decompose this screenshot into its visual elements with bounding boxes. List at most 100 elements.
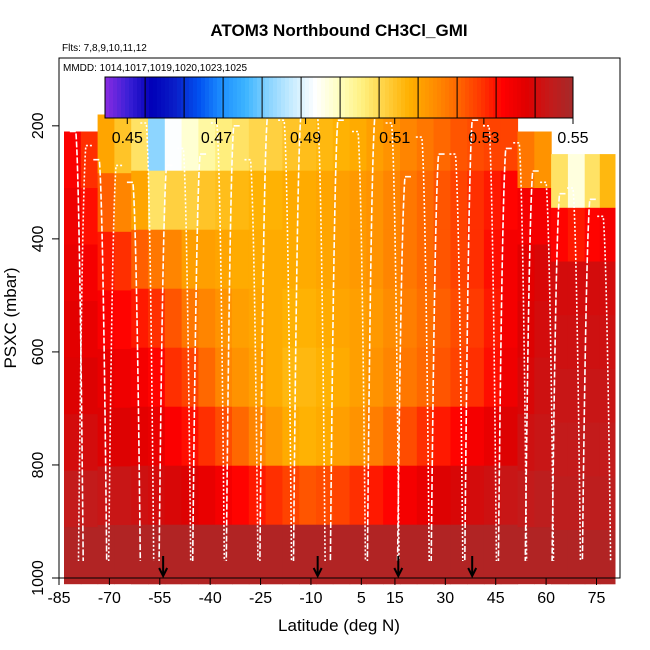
colorbar-swatch xyxy=(329,77,334,118)
flight-profile xyxy=(352,130,367,562)
heatmap-cell xyxy=(534,131,552,189)
colorbar-swatch xyxy=(161,77,166,118)
flight-profile xyxy=(191,153,207,562)
heatmap-cell xyxy=(383,229,401,290)
heatmap-cell xyxy=(299,288,317,349)
x-tick-label: 5 xyxy=(357,590,366,607)
flight-profile xyxy=(540,181,555,562)
heatmap-cell xyxy=(232,170,250,231)
heatmap-cell xyxy=(349,229,367,290)
heatmap-cell xyxy=(534,414,552,472)
heatmap-cell xyxy=(114,525,132,585)
heatmap-cell xyxy=(349,406,367,467)
heatmap-cell xyxy=(332,229,351,290)
colorbar-swatch xyxy=(421,77,426,118)
flight-profile xyxy=(385,122,400,562)
heatmap-cell xyxy=(400,347,418,408)
colorbar-swatch xyxy=(201,77,206,118)
heatmap-cell xyxy=(248,170,267,231)
colorbar-swatch xyxy=(409,77,414,118)
heatmap-cell xyxy=(349,288,367,349)
colorbar-swatch xyxy=(529,77,534,118)
heatmap-cell xyxy=(366,170,384,231)
heatmap-cell xyxy=(450,288,468,349)
colorbar-swatch xyxy=(477,77,482,118)
heatmap-cell xyxy=(599,207,616,263)
heatmap-cell xyxy=(316,406,334,467)
flight-profile xyxy=(449,153,464,562)
colorbar-swatch xyxy=(333,77,338,118)
heatmap-cell xyxy=(215,465,233,526)
colorbar-swatch xyxy=(313,77,318,118)
colorbar-tick-label: 0.51 xyxy=(379,130,410,147)
heatmap-cell xyxy=(316,288,334,349)
heatmap-cell xyxy=(181,288,199,349)
chart-title: ATOM3 Northbound CH3Cl_GMI xyxy=(210,21,467,40)
heatmap-cell xyxy=(584,476,601,531)
heatmap-cell xyxy=(400,524,418,585)
heatmap-cell xyxy=(332,288,351,349)
heatmap-cell xyxy=(534,527,552,585)
heatmap-cell xyxy=(148,229,166,290)
heatmap-cell xyxy=(64,188,82,246)
dates-label: MMDD: 1014,1017,1019,1020,1023,1025 xyxy=(63,63,247,74)
heatmap-cell xyxy=(517,301,535,359)
colorbar-swatch xyxy=(385,77,390,118)
colorbar-swatch xyxy=(485,77,490,118)
heatmap-cell xyxy=(416,465,435,526)
heatmap-cell xyxy=(584,530,601,585)
colorbar-swatch xyxy=(153,77,158,118)
flight-profile xyxy=(415,136,430,562)
flight-profile xyxy=(430,153,445,562)
heatmap-cell xyxy=(599,261,616,316)
colorbar-swatch xyxy=(321,77,326,118)
heatmap-cell xyxy=(164,347,183,408)
colorbar-swatch xyxy=(537,77,542,118)
colorbar-swatch xyxy=(473,77,478,118)
flight-profile xyxy=(210,122,226,562)
heatmap-cell xyxy=(148,111,166,172)
heatmap-cell xyxy=(483,465,502,526)
heatmap-cell xyxy=(400,111,418,172)
colorbar-swatch xyxy=(417,77,422,118)
heatmap-cell xyxy=(299,229,317,290)
colorbar-swatch xyxy=(521,77,526,118)
heatmap-cell xyxy=(299,111,317,172)
heatmap-cell xyxy=(534,301,552,359)
y-tick-label: 200 xyxy=(30,112,47,139)
flight-profile xyxy=(225,125,240,562)
x-axis: -85 -70 -55 -40 -25 -10 5 15 30 45 60 75 xyxy=(47,577,614,607)
heatmap-cell xyxy=(131,406,149,467)
flight-profile xyxy=(567,187,582,562)
colorbar-swatch xyxy=(389,77,394,118)
heatmap-cell xyxy=(265,288,283,349)
heatmap-cell xyxy=(400,229,418,290)
colorbar-tick-label: 0.47 xyxy=(201,130,232,147)
heatmap-cell xyxy=(599,154,616,209)
colorbar-swatch xyxy=(561,77,566,118)
heatmap-cell xyxy=(299,347,317,408)
colorbar-swatch xyxy=(121,77,126,118)
heatmap-cell xyxy=(164,524,183,585)
heatmap-cell xyxy=(316,170,334,231)
colorbar-swatch xyxy=(569,77,574,118)
heatmap-cell xyxy=(299,170,317,231)
colorbar-swatch xyxy=(505,77,510,118)
heatmap-cell xyxy=(265,347,283,408)
heatmap-cell xyxy=(80,470,99,528)
heatmap-cell xyxy=(467,229,485,290)
colorbar-swatch xyxy=(273,77,278,118)
heatmap-cell xyxy=(467,347,485,408)
colorbar-swatch xyxy=(209,77,214,118)
flight-profile xyxy=(244,158,259,562)
heatmap-cell xyxy=(416,288,435,349)
colorbar-swatch xyxy=(413,77,418,118)
colorbar-swatch xyxy=(549,77,554,118)
heatmap-cell xyxy=(567,476,586,531)
heatmap-cell xyxy=(483,170,502,231)
heatmap-cell xyxy=(467,288,485,349)
colorbar-swatch xyxy=(197,77,202,118)
flight-profile xyxy=(77,144,92,562)
colorbar-swatch xyxy=(557,77,562,118)
colorbar-swatch xyxy=(277,77,282,118)
